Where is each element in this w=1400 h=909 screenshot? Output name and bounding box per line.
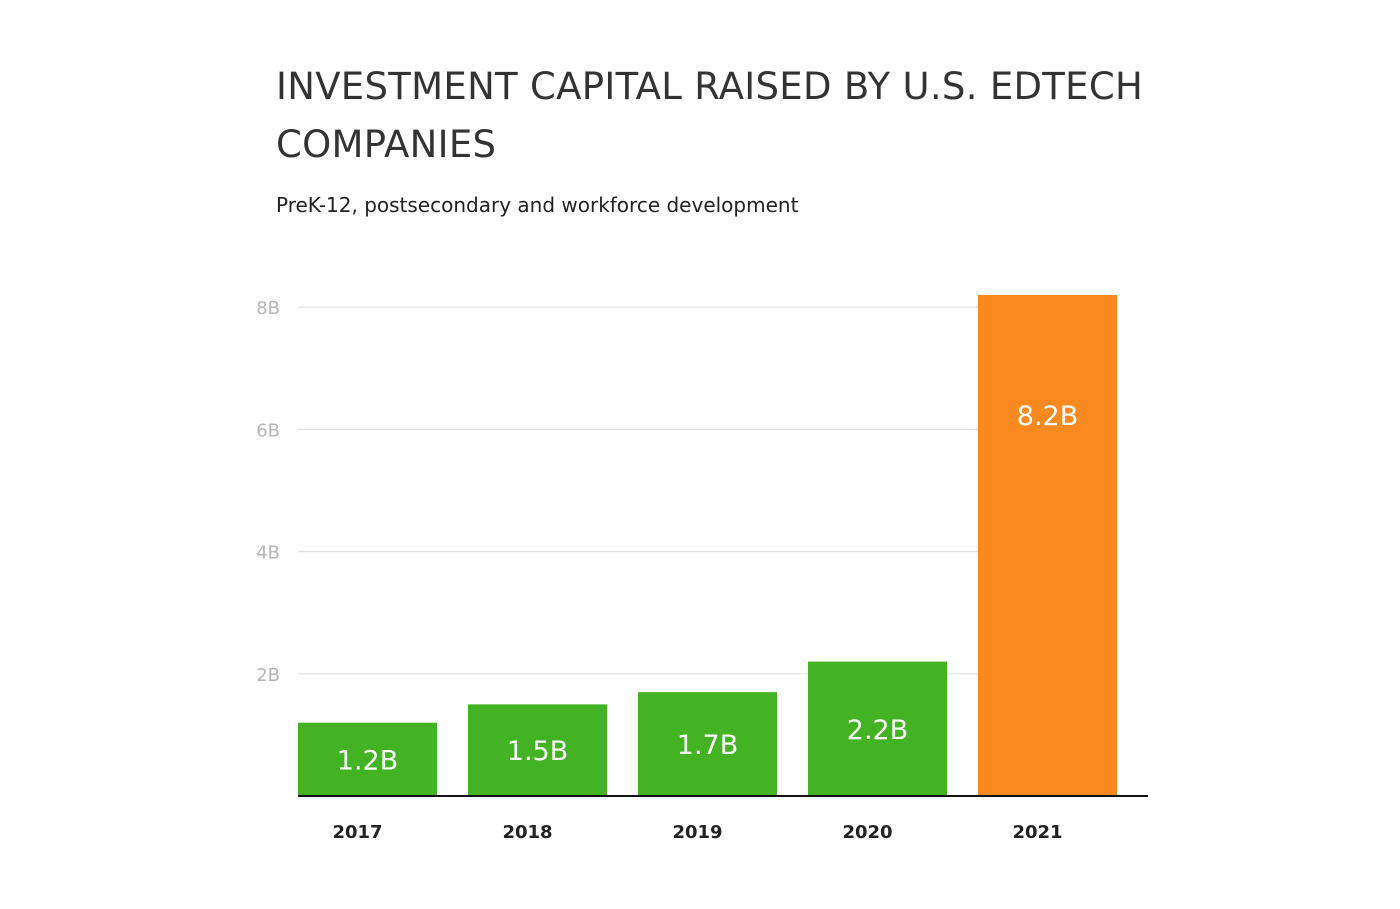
- y-axis-ticks: 2B 4B 6B 8B: [256, 298, 280, 686]
- x-tick-label-2018: 2018: [502, 822, 552, 843]
- x-tick-label-2019: 2019: [672, 822, 722, 843]
- gridlines: [298, 306, 1008, 675]
- chart-subtitle: PreK-12, postsecondary and workforce dev…: [276, 193, 799, 217]
- chart-title: INVESTMENT CAPITAL RAISED BY U.S. EDTECH…: [276, 65, 1144, 166]
- y-tick-label: 2B: [256, 665, 280, 686]
- data-label-2017: 1.2B: [337, 745, 398, 776]
- data-label-2019: 1.7B: [677, 730, 738, 761]
- bar-2021: [978, 294, 1117, 796]
- x-tick-label-2017: 2017: [332, 822, 382, 843]
- bar-2020: [808, 661, 947, 796]
- x-tick-label-2021: 2021: [1012, 822, 1062, 843]
- data-label-2018: 1.5B: [507, 736, 568, 767]
- data-label-2021: 8.2B: [1017, 401, 1078, 432]
- bar-2018: [468, 704, 607, 796]
- bars: [298, 294, 1117, 796]
- x-tick-label-2020: 2020: [842, 822, 892, 843]
- bar-2019: [638, 692, 777, 796]
- x-axis-ticks: 2017 2018 2019 2020 2021: [332, 822, 1062, 843]
- data-labels: 1.2B 1.5B 1.7B 2.2B 8.2B: [337, 401, 1078, 776]
- bar-2017: [298, 722, 437, 796]
- y-tick-label: 8B: [256, 298, 280, 319]
- data-label-2020: 2.2B: [847, 715, 908, 746]
- y-tick-label: 6B: [256, 420, 280, 441]
- y-tick-label: 4B: [256, 543, 280, 564]
